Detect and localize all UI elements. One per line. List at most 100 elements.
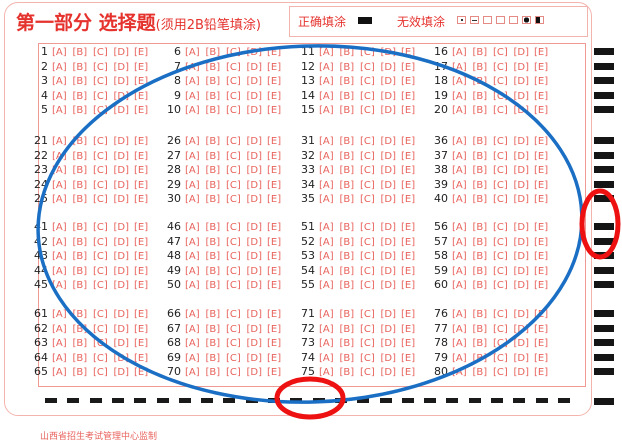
option-c-bubble[interactable]: [C] bbox=[93, 47, 108, 58]
option-c-bubble[interactable]: [C] bbox=[93, 90, 108, 102]
option-b-bubble[interactable]: [B] bbox=[72, 61, 88, 73]
option-d-bubble[interactable]: [D] bbox=[113, 309, 130, 320]
option-d-bubble[interactable]: [D] bbox=[113, 236, 130, 248]
option-b-bubble[interactable]: [B] bbox=[205, 236, 221, 248]
option-e-bubble[interactable]: [E] bbox=[267, 76, 282, 88]
option-e-bubble[interactable]: [E] bbox=[134, 367, 149, 379]
option-b-bubble[interactable]: [B] bbox=[72, 150, 88, 162]
option-c-bubble[interactable]: [C] bbox=[493, 236, 508, 248]
option-b-bubble[interactable]: [B] bbox=[72, 222, 88, 233]
option-d-bubble[interactable]: [D] bbox=[246, 136, 263, 147]
option-c-bubble[interactable]: [C] bbox=[93, 309, 108, 320]
option-a-bubble[interactable]: [A] bbox=[319, 352, 334, 364]
option-d-bubble[interactable]: [D] bbox=[113, 251, 130, 263]
option-d-bubble[interactable]: [D] bbox=[246, 352, 263, 364]
option-a-bubble[interactable]: [A] bbox=[319, 280, 334, 292]
option-c-bubble[interactable]: [C] bbox=[226, 280, 241, 292]
option-e-bubble[interactable]: [E] bbox=[534, 136, 549, 147]
option-e-bubble[interactable]: [E] bbox=[267, 61, 282, 73]
option-d-bubble[interactable]: [D] bbox=[113, 194, 130, 206]
option-b-bubble[interactable]: [B] bbox=[339, 47, 355, 58]
option-e-bubble[interactable]: [E] bbox=[134, 251, 149, 263]
option-c-bubble[interactable]: [C] bbox=[226, 367, 241, 379]
option-e-bubble[interactable]: [E] bbox=[134, 222, 149, 233]
option-c-bubble[interactable]: [C] bbox=[360, 338, 375, 350]
option-c-bubble[interactable]: [C] bbox=[360, 90, 375, 102]
option-e-bubble[interactable]: [E] bbox=[534, 280, 549, 292]
option-b-bubble[interactable]: [B] bbox=[339, 352, 355, 364]
option-c-bubble[interactable]: [C] bbox=[493, 338, 508, 350]
option-c-bubble[interactable]: [C] bbox=[360, 165, 375, 177]
option-b-bubble[interactable]: [B] bbox=[205, 105, 221, 117]
option-b-bubble[interactable]: [B] bbox=[72, 280, 88, 292]
option-d-bubble[interactable]: [D] bbox=[113, 61, 130, 73]
option-c-bubble[interactable]: [C] bbox=[226, 179, 241, 191]
option-d-bubble[interactable]: [D] bbox=[113, 90, 130, 102]
option-e-bubble[interactable]: [E] bbox=[534, 76, 549, 88]
option-e-bubble[interactable]: [E] bbox=[134, 47, 149, 58]
option-c-bubble[interactable]: [C] bbox=[360, 61, 375, 73]
option-b-bubble[interactable]: [B] bbox=[472, 222, 488, 233]
option-a-bubble[interactable]: [A] bbox=[452, 150, 467, 162]
option-c-bubble[interactable]: [C] bbox=[93, 165, 108, 177]
option-a-bubble[interactable]: [A] bbox=[52, 352, 67, 364]
option-c-bubble[interactable]: [C] bbox=[493, 76, 508, 88]
option-d-bubble[interactable]: [D] bbox=[380, 323, 397, 335]
option-b-bubble[interactable]: [B] bbox=[472, 367, 488, 379]
option-e-bubble[interactable]: [E] bbox=[401, 323, 416, 335]
option-d-bubble[interactable]: [D] bbox=[380, 150, 397, 162]
option-a-bubble[interactable]: [A] bbox=[52, 165, 67, 177]
option-c-bubble[interactable]: [C] bbox=[493, 179, 508, 191]
option-e-bubble[interactable]: [E] bbox=[534, 47, 549, 58]
option-e-bubble[interactable]: [E] bbox=[267, 280, 282, 292]
option-d-bubble[interactable]: [D] bbox=[246, 76, 263, 88]
option-e-bubble[interactable]: [E] bbox=[134, 90, 149, 102]
option-e-bubble[interactable]: [E] bbox=[534, 323, 549, 335]
option-c-bubble[interactable]: [C] bbox=[493, 150, 508, 162]
option-d-bubble[interactable]: [D] bbox=[513, 338, 530, 350]
option-c-bubble[interactable]: [C] bbox=[226, 222, 241, 233]
option-b-bubble[interactable]: [B] bbox=[72, 76, 88, 88]
option-c-bubble[interactable]: [C] bbox=[226, 90, 241, 102]
option-e-bubble[interactable]: [E] bbox=[267, 338, 282, 350]
option-a-bubble[interactable]: [A] bbox=[319, 323, 334, 335]
option-b-bubble[interactable]: [B] bbox=[472, 179, 488, 191]
option-c-bubble[interactable]: [C] bbox=[493, 222, 508, 233]
option-e-bubble[interactable]: [E] bbox=[134, 150, 149, 162]
option-d-bubble[interactable]: [D] bbox=[513, 323, 530, 335]
option-d-bubble[interactable]: [D] bbox=[246, 150, 263, 162]
option-b-bubble[interactable]: [B] bbox=[72, 338, 88, 350]
option-e-bubble[interactable]: [E] bbox=[134, 105, 149, 117]
option-e-bubble[interactable]: [E] bbox=[267, 236, 282, 248]
option-b-bubble[interactable]: [B] bbox=[339, 61, 355, 73]
option-b-bubble[interactable]: [B] bbox=[72, 323, 88, 335]
option-b-bubble[interactable]: [B] bbox=[72, 309, 88, 320]
option-d-bubble[interactable]: [D] bbox=[513, 90, 530, 102]
option-a-bubble[interactable]: [A] bbox=[452, 194, 467, 206]
option-e-bubble[interactable]: [E] bbox=[534, 338, 549, 350]
option-e-bubble[interactable]: [E] bbox=[401, 352, 416, 364]
option-d-bubble[interactable]: [D] bbox=[380, 338, 397, 350]
option-a-bubble[interactable]: [A] bbox=[52, 309, 67, 320]
option-e-bubble[interactable]: [E] bbox=[534, 105, 549, 117]
option-c-bubble[interactable]: [C] bbox=[93, 280, 108, 292]
option-c-bubble[interactable]: [C] bbox=[360, 367, 375, 379]
option-a-bubble[interactable]: [A] bbox=[452, 76, 467, 88]
option-a-bubble[interactable]: [A] bbox=[52, 47, 67, 58]
option-d-bubble[interactable]: [D] bbox=[380, 76, 397, 88]
option-d-bubble[interactable]: [D] bbox=[513, 265, 530, 277]
option-e-bubble[interactable]: [E] bbox=[267, 165, 282, 177]
option-c-bubble[interactable]: [C] bbox=[226, 236, 241, 248]
option-a-bubble[interactable]: [A] bbox=[319, 90, 334, 102]
option-c-bubble[interactable]: [C] bbox=[226, 338, 241, 350]
option-b-bubble[interactable]: [B] bbox=[72, 236, 88, 248]
option-a-bubble[interactable]: [A] bbox=[452, 222, 467, 233]
option-e-bubble[interactable]: [E] bbox=[134, 61, 149, 73]
option-a-bubble[interactable]: [A] bbox=[319, 251, 334, 263]
option-c-bubble[interactable]: [C] bbox=[493, 165, 508, 177]
option-b-bubble[interactable]: [B] bbox=[472, 150, 488, 162]
option-e-bubble[interactable]: [E] bbox=[267, 105, 282, 117]
option-e-bubble[interactable]: [E] bbox=[267, 47, 282, 58]
option-b-bubble[interactable]: [B] bbox=[472, 309, 488, 320]
option-e-bubble[interactable]: [E] bbox=[534, 61, 549, 73]
